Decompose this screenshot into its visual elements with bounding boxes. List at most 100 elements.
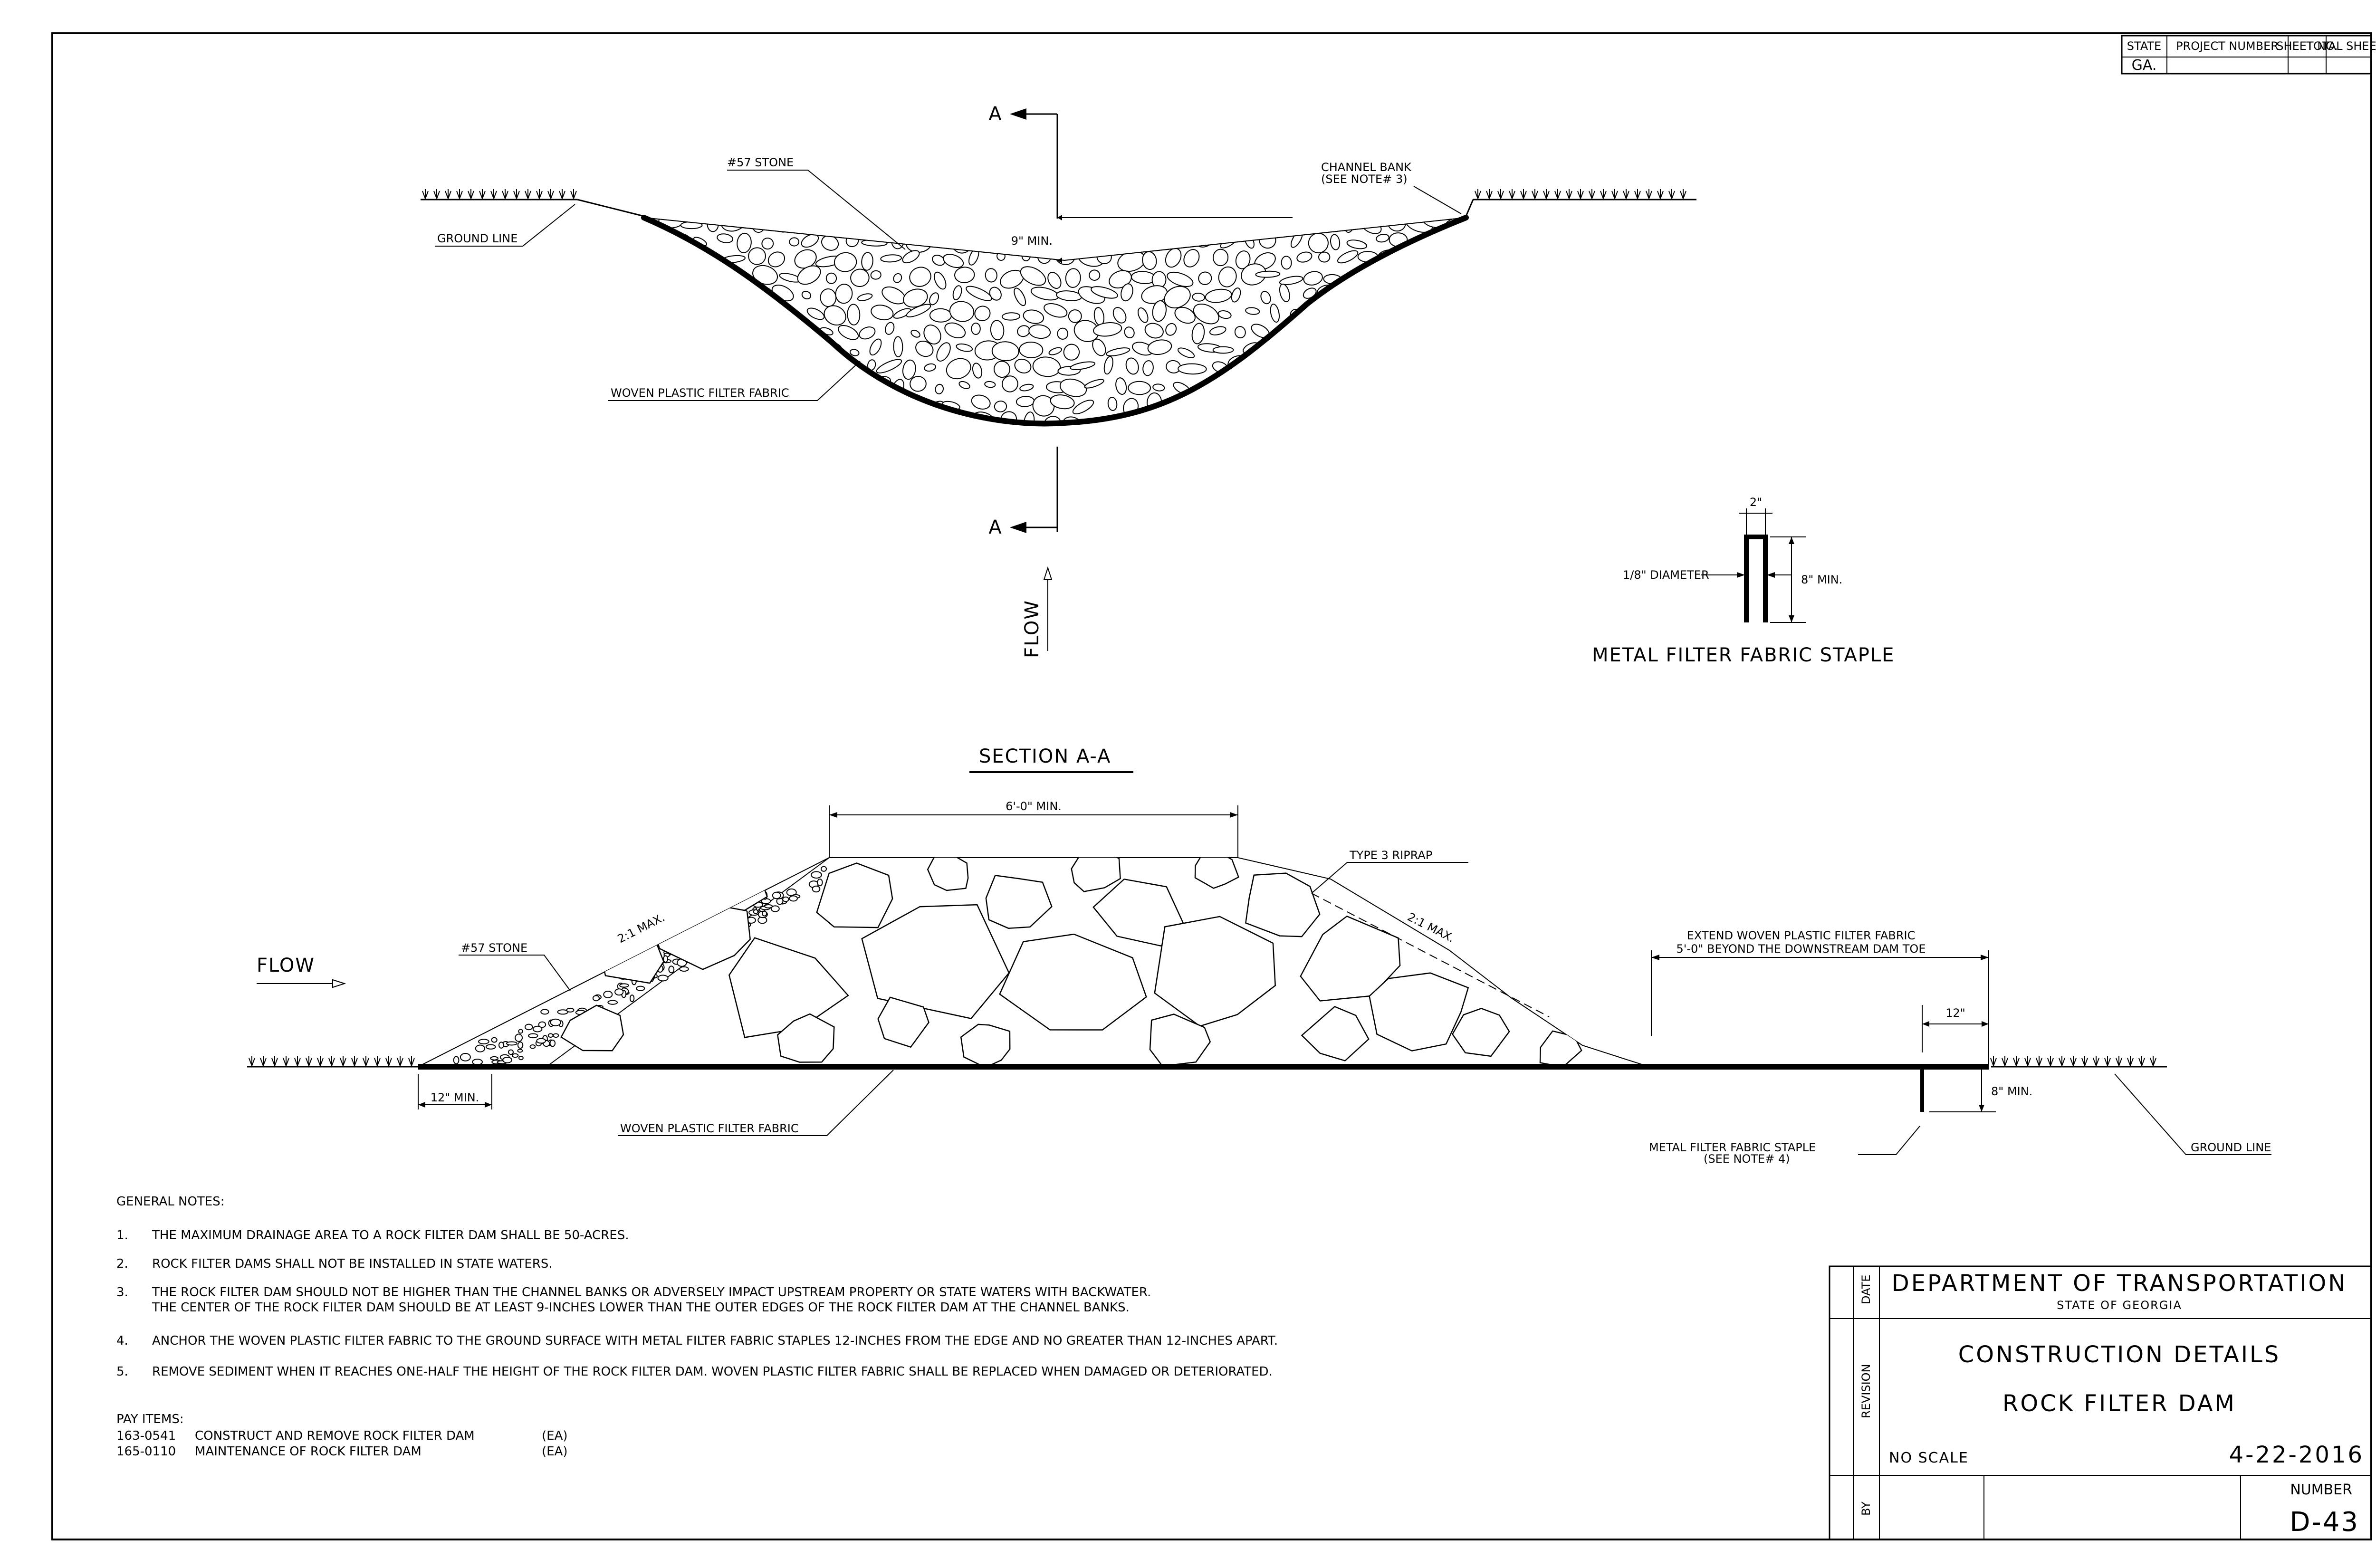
note-4-line-1: ANCHOR THE WOVEN PLASTIC FILTER FABRIC T… <box>152 1334 1278 1348</box>
stone <box>847 304 861 325</box>
slope-label-left: 2:1 MAX. <box>615 911 667 946</box>
small-stone <box>607 1000 618 1005</box>
grass-tuft <box>1554 189 1561 199</box>
riprap-rock <box>816 862 893 928</box>
stone <box>1112 307 1127 324</box>
small-stone <box>508 1049 514 1055</box>
stone <box>853 392 876 414</box>
stone <box>915 340 934 357</box>
stone <box>644 323 668 344</box>
stone <box>1344 417 1371 424</box>
stone <box>761 238 774 250</box>
stone <box>1084 379 1104 389</box>
grass-tuft <box>385 1056 392 1066</box>
stone <box>1364 326 1377 344</box>
stone <box>645 251 662 270</box>
stone <box>972 363 983 379</box>
stone <box>1445 361 1464 373</box>
stone <box>1405 360 1430 380</box>
stone <box>1411 416 1432 424</box>
pay-item-1-unit: (EA) <box>542 1429 568 1443</box>
note-3-num: 3. <box>116 1285 128 1300</box>
small-stone <box>782 896 789 902</box>
stone <box>776 218 789 233</box>
stone <box>1454 233 1466 247</box>
stone <box>662 360 686 374</box>
riprap-rock <box>560 1004 624 1052</box>
stone <box>688 255 699 269</box>
grass-tuft <box>536 189 543 199</box>
small-stone <box>549 1039 556 1047</box>
grass-tuft <box>328 1056 335 1066</box>
stone <box>1279 276 1303 286</box>
stone <box>749 326 763 337</box>
stone <box>1319 325 1333 339</box>
grass-tuft <box>1990 1056 1997 1066</box>
stone <box>1092 338 1106 356</box>
small-stone <box>770 905 780 912</box>
stone <box>1344 283 1363 303</box>
grass-tuft <box>1532 189 1538 199</box>
grass-tuft <box>294 1056 301 1066</box>
stone <box>1137 307 1149 323</box>
stone <box>943 254 964 268</box>
stone <box>681 318 709 340</box>
stone <box>1346 239 1368 249</box>
grass-tuft <box>525 189 531 199</box>
side-label-revision: REVISION <box>1859 1364 1873 1419</box>
stone <box>852 380 868 390</box>
riprap-rock <box>1301 1006 1370 1061</box>
small-stone <box>498 1042 504 1049</box>
grass-tuft <box>1509 189 1515 199</box>
grass-tuft <box>468 189 474 199</box>
stone <box>911 420 925 424</box>
stone <box>1460 268 1466 289</box>
header-sheet-no: SHEET NO. <box>2276 39 2338 53</box>
stone <box>1369 306 1387 318</box>
stone <box>1020 266 1046 286</box>
stone <box>954 267 975 283</box>
small-stone <box>657 975 669 982</box>
stone <box>1303 271 1323 286</box>
stone <box>720 411 738 424</box>
grass-tuft <box>351 1056 358 1066</box>
small-stone <box>518 1055 524 1061</box>
stone <box>1442 306 1452 316</box>
stone <box>1167 271 1194 287</box>
stone <box>824 305 846 326</box>
stone <box>1115 377 1127 395</box>
stone <box>811 360 834 370</box>
dim-8-min: 8" MIN. <box>1991 1085 2032 1098</box>
stone <box>944 322 966 339</box>
grass-tuft <box>2036 1056 2042 1066</box>
small-stone <box>614 988 624 996</box>
stone <box>1306 413 1325 424</box>
grass-tuft <box>433 189 440 199</box>
drawing-date: 4-22-2016 <box>2229 1442 2364 1468</box>
small-stone <box>566 1007 575 1013</box>
stone <box>1070 361 1096 370</box>
stone <box>648 269 668 288</box>
small-stone <box>538 1021 546 1028</box>
stone <box>1146 230 1175 250</box>
stone <box>1152 300 1167 322</box>
section-a-a: SECTION A-A 6'-0" MIN. TYPE 3 RIPRAP <box>247 746 2271 1166</box>
stone <box>1413 267 1440 286</box>
grass-tuft <box>1589 189 1595 199</box>
grass-tuft <box>408 1056 415 1066</box>
stone <box>994 401 1007 412</box>
stone <box>950 218 966 230</box>
stone <box>929 308 952 323</box>
state-name: STATE OF GEORGIA <box>2057 1299 2182 1312</box>
grass-tuft <box>422 189 429 199</box>
small-stone <box>518 1029 523 1034</box>
section-stone-label: #57 STONE <box>461 941 527 955</box>
stone <box>1296 395 1320 410</box>
stone <box>1336 394 1364 412</box>
stone <box>1372 274 1384 282</box>
stone <box>1398 308 1409 321</box>
stone <box>686 363 709 377</box>
extend-fabric-line2: 5'-0" BEYOND THE DOWNSTREAM DAM TOE <box>1677 942 1926 956</box>
stone <box>1270 363 1292 377</box>
stone <box>662 253 677 269</box>
